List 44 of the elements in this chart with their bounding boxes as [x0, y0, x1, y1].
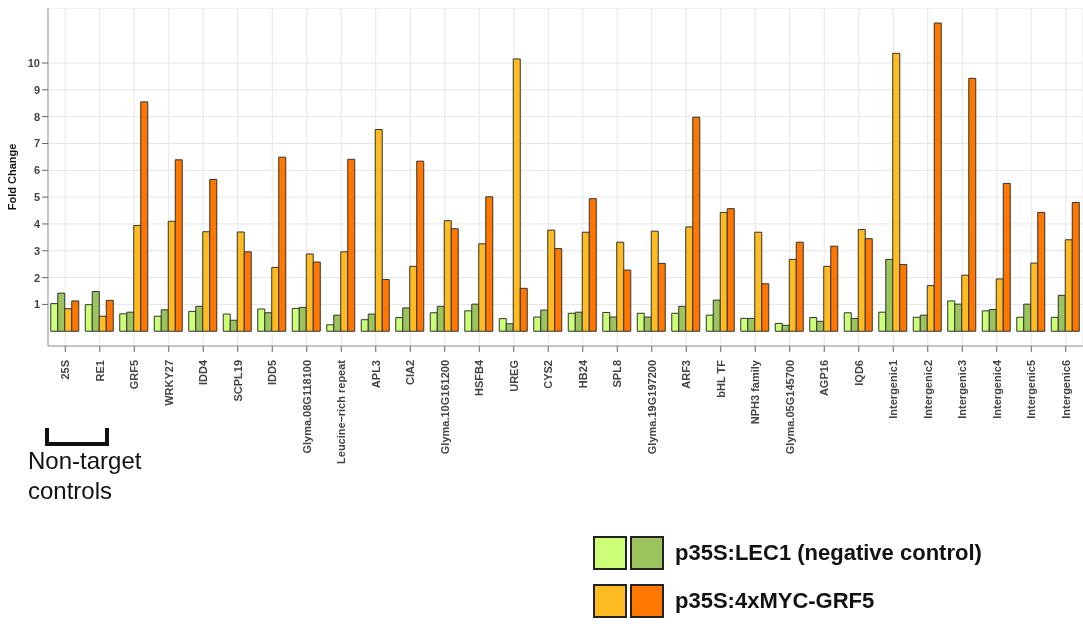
- x-tick-label: RE1: [93, 360, 106, 382]
- x-tick-label: Glyma.05G145700: [783, 360, 796, 455]
- legend-label: p35S:4xMYC-GRF5: [675, 588, 875, 614]
- y-tick-label: 8: [33, 110, 40, 123]
- y-axis-title: Fold Change: [5, 143, 18, 211]
- y-tick-label: 10: [27, 56, 40, 69]
- x-tick-label: 25S: [59, 360, 72, 380]
- legend-label: p35S:LEC1 (negative control): [675, 540, 982, 566]
- x-tick-label: Intergenic5: [1025, 360, 1038, 419]
- x-tick-label: Leucine–rich repeat: [335, 359, 348, 464]
- x-tick-label: IDD5: [266, 360, 279, 386]
- y-tick-label: 4: [33, 217, 41, 230]
- x-tick-label: Glyma.10G161200: [438, 360, 451, 455]
- x-tick-label: NPH3 family: [749, 359, 762, 425]
- x-tick-label: Intergenic1: [887, 360, 900, 419]
- x-tick-label: Intergenic2: [921, 360, 934, 419]
- y-tick-label: 3: [33, 244, 40, 257]
- x-tick-label: APL3: [369, 360, 382, 389]
- x-tick-label: SCPL19: [231, 360, 244, 402]
- y-tick-label: 6: [33, 164, 40, 177]
- y-tick-label: 9: [33, 83, 40, 96]
- y-tick-label: 1: [33, 298, 40, 311]
- x-tick-label: SPL8: [611, 360, 624, 388]
- y-tick-label: 5: [33, 191, 40, 204]
- x-tick-label: CYS2: [542, 360, 555, 389]
- x-tick-label: HB24: [576, 359, 589, 389]
- y-tick-label: 7: [33, 137, 40, 150]
- x-tick-label: UREG: [507, 360, 520, 392]
- text: Non-target controls: [28, 446, 143, 506]
- x-tick-label: AGP16: [818, 360, 831, 397]
- x-tick-label: GRF5: [128, 360, 141, 390]
- x-tick-label: Glyma.19G197200: [645, 360, 658, 455]
- x-tick-label: bHL TF: [714, 359, 727, 398]
- x-tick-label: HSFB4: [473, 359, 486, 397]
- y-tick-label: 2: [33, 271, 40, 284]
- x-tick-label: CIA2: [404, 360, 417, 386]
- x-tick-label: Glyma.08G118100: [300, 360, 313, 454]
- x-tick-label: WRKY27: [162, 360, 175, 406]
- x-tick-label: IQD6: [852, 360, 865, 386]
- x-tick-label: Intergenic6: [1059, 360, 1072, 419]
- x-tick-label: IDD4: [197, 359, 210, 386]
- x-tick-label: Intergenic4: [990, 359, 1003, 419]
- x-tick-label: Intergenic3: [956, 360, 969, 419]
- x-tick-label: ARF3: [680, 360, 693, 389]
